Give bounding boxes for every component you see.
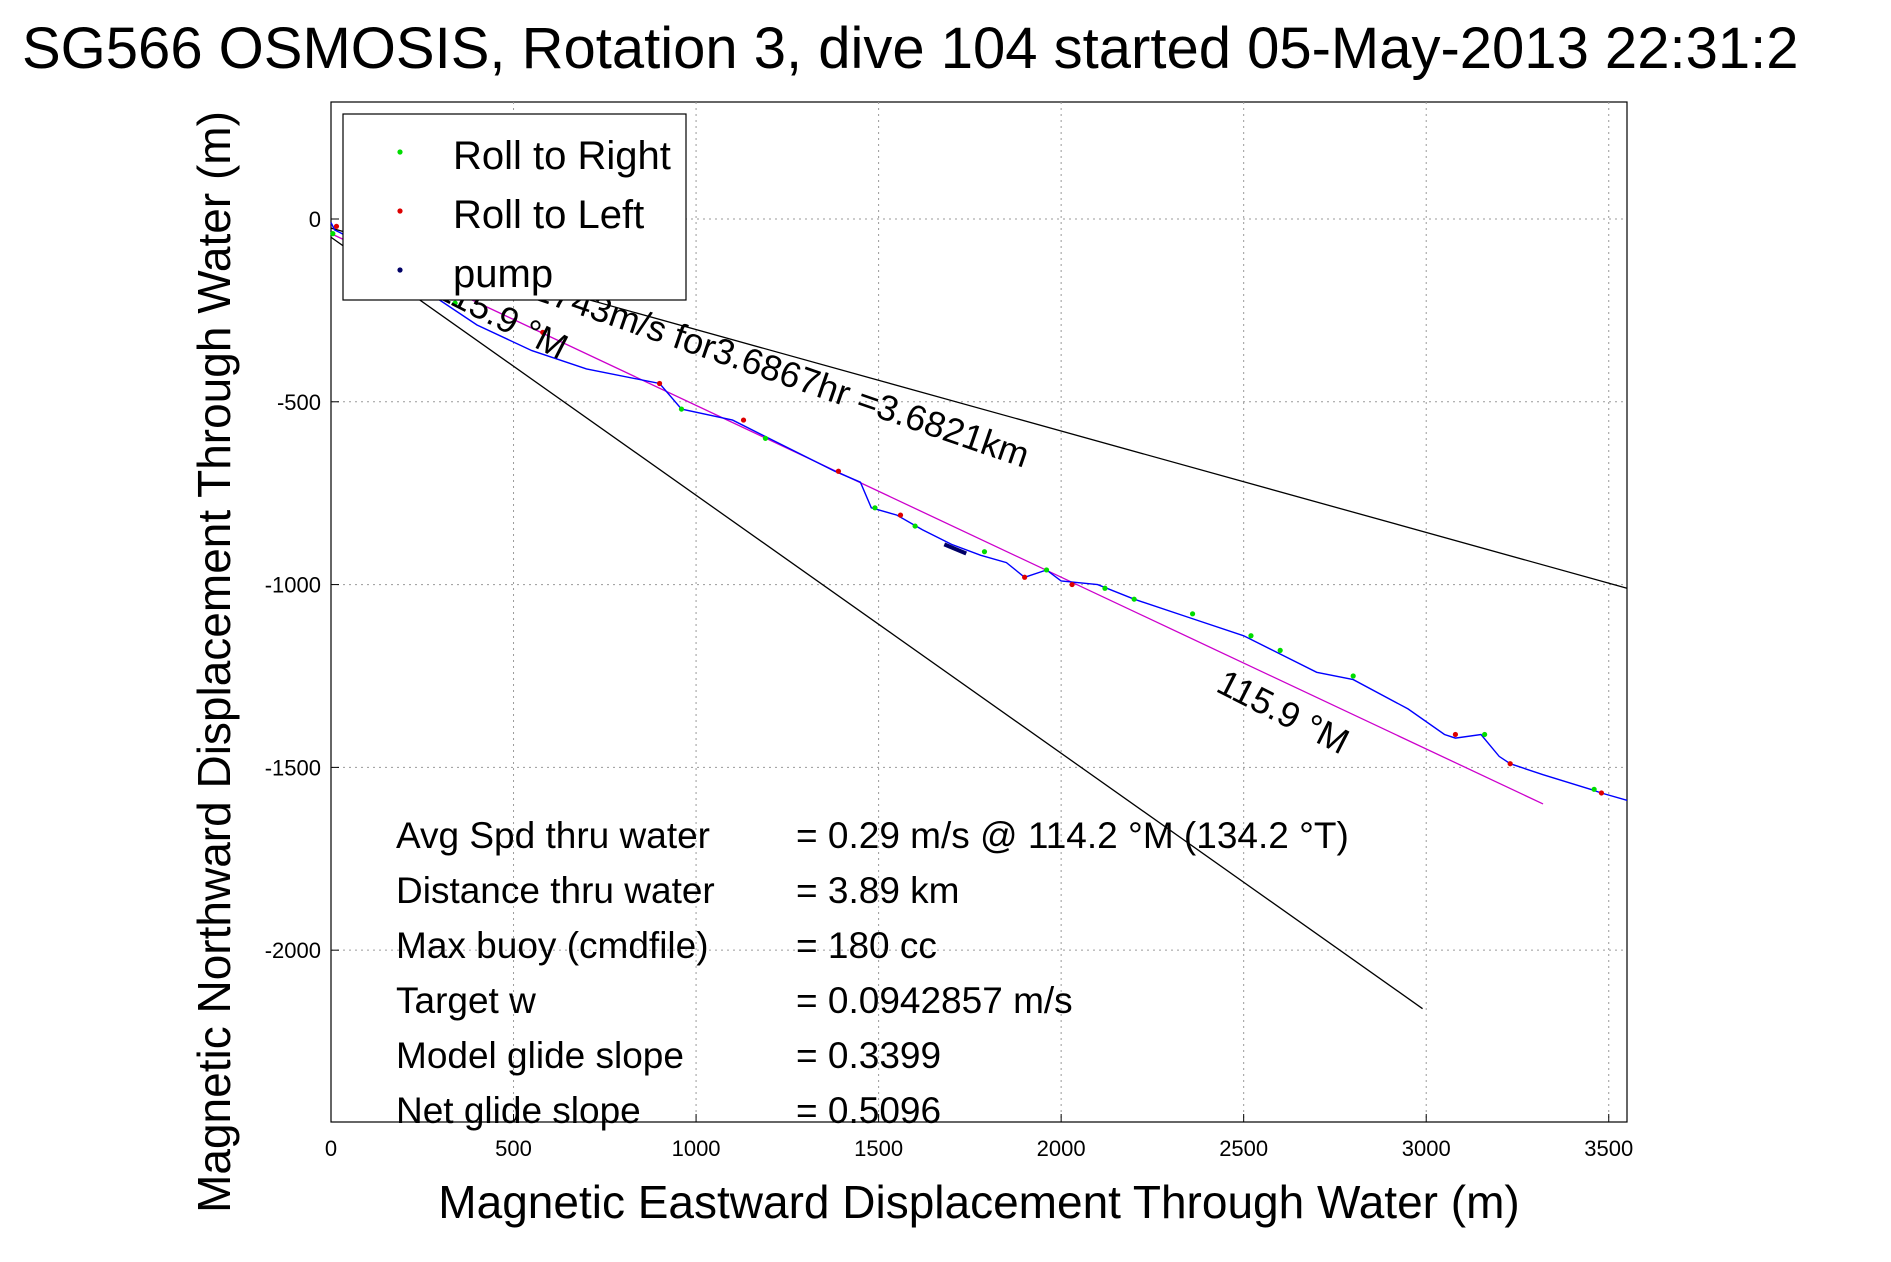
roll-left-point [1022, 574, 1028, 580]
legend-marker [397, 208, 403, 214]
mean-heading-line [330, 233, 1544, 805]
stat-value: = 3.89 km [796, 870, 960, 911]
x-tick-label: 500 [495, 1136, 532, 1161]
legend-marker [397, 149, 403, 155]
chart-title: SG566 OSMOSIS, Rotation 3, dive 104 star… [22, 16, 1798, 81]
x-axis-title: Magnetic Eastward Displacement Through W… [438, 1176, 1519, 1228]
dive-statistics: Avg Spd thru water = 0.29 m/s @ 114.2 °M … [396, 815, 1349, 1131]
roll-right-point [872, 505, 878, 511]
x-tick-label: 3000 [1402, 1136, 1451, 1161]
y-tick-label: -500 [277, 390, 321, 415]
stat-value: = 0.3399 [796, 1035, 941, 1076]
x-tick-label: 2500 [1219, 1136, 1268, 1161]
roll-right-point [678, 406, 685, 412]
roll-right-point [1043, 567, 1050, 573]
stat-value: = 0.5096 [796, 1090, 941, 1131]
x-axis-ticks: 0 500 1000 1500 2000 2500 3000 3500 [325, 1114, 1633, 1161]
stat-label: Model glide slope [396, 1035, 684, 1076]
roll-left-point [656, 380, 663, 387]
legend: Roll to Right Roll to Left pump [342, 113, 687, 301]
roll-right-point [762, 435, 769, 441]
roll-right-point [1482, 731, 1488, 738]
y-axis-title: Magnetic Northward Displacement Through … [188, 111, 240, 1213]
roll-left-point [333, 223, 340, 229]
legend-label: Roll to Left [453, 193, 644, 237]
roll-right-point [912, 523, 918, 529]
roll-left-point [1069, 581, 1075, 588]
y-tick-label: -2000 [265, 938, 321, 963]
roll-left-point [1598, 790, 1605, 796]
roll-right-point [452, 300, 458, 306]
x-tick-label: 1500 [854, 1136, 903, 1161]
x-tick-label: 0 [325, 1136, 337, 1161]
stat-value: = 180 cc [796, 925, 937, 966]
legend-marker [397, 267, 403, 273]
legend-label: Roll to Right [453, 134, 671, 178]
plot-area: 0 500 1000 1500 2000 2500 3000 3500 0 -500 -1000 -… [265, 101, 1633, 1161]
roll-right-point [1189, 611, 1196, 617]
roll-right-point [1591, 786, 1597, 792]
roll-right-point [981, 549, 988, 555]
roll-left-point [835, 468, 842, 474]
legend-label: pump [453, 252, 553, 296]
stat-label: Distance thru water [396, 870, 715, 911]
track-series-line [330, 222, 1628, 801]
stat-label: Max buoy (cmdfile) [396, 925, 709, 966]
y-axis-ticks: 0 -500 -1000 -1500 -2000 [265, 207, 339, 963]
roll-right-point [1248, 633, 1254, 639]
roll-left-point [1507, 761, 1513, 767]
roll-right-point [1350, 673, 1356, 679]
roll-right-point [1102, 585, 1108, 591]
stat-label: Avg Spd thru water [396, 815, 710, 856]
roll-right-point [330, 231, 336, 237]
roll-left-point [897, 512, 904, 518]
y-tick-label: -1000 [265, 573, 321, 598]
glider-track [330, 222, 1628, 801]
roll-left-point [740, 417, 747, 423]
x-tick-label: 1000 [672, 1136, 721, 1161]
lower-envelope-line [330, 236, 1423, 1010]
roll-left-point [540, 329, 546, 335]
roll-left-point [1452, 731, 1459, 738]
stat-label: Net glide slope [396, 1090, 641, 1131]
x-tick-label: 2000 [1037, 1136, 1086, 1161]
roll-right-point [1277, 647, 1283, 653]
stat-label: Target w [396, 980, 536, 1021]
roll-right-point [1131, 596, 1137, 602]
stat-value: = 0.0942857 m/s [796, 980, 1073, 1021]
y-tick-label: 0 [309, 207, 321, 232]
pump-segment [943, 542, 967, 556]
y-tick-label: -1500 [265, 755, 321, 780]
stat-value: = 0.29 m/s @ 114.2 °M (134.2 °T) [796, 815, 1349, 856]
x-tick-label: 3500 [1584, 1136, 1633, 1161]
